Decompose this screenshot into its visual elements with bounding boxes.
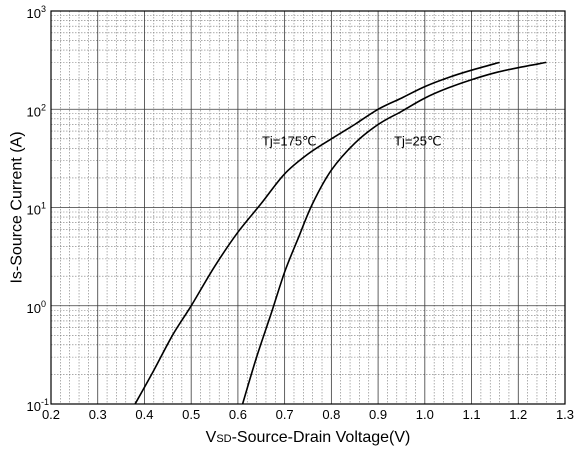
x-axis-label-rest: -Source-Drain Voltage(V) (232, 429, 411, 446)
y-tick-label: 10 (27, 301, 41, 316)
curve-label-2: Tj=25℃ (394, 134, 441, 149)
series-layer (134, 61, 547, 405)
y-tick-label: 10 (27, 203, 41, 218)
x-tick-label: 0.2 (42, 407, 60, 422)
x-tick-label: 0.7 (276, 407, 294, 422)
curve-label-1: Tj=175℃ (262, 134, 317, 149)
x-tick-label: 0.4 (135, 407, 153, 422)
y-tick-exponent: -1 (41, 397, 49, 407)
y-tick-exponent: 0 (41, 299, 46, 309)
x-tick-label: 0.3 (89, 407, 107, 422)
y-tick-exponent: 3 (41, 4, 46, 14)
y-axis-label: Is-Source Current (A) (9, 131, 26, 283)
x-tick-labels: 0.2 0.3 0.4 0.5 0.6 0.7 0.8 0.9 1.0 1.1 1.2 1.3 (42, 407, 574, 422)
x-tick-label: 0.9 (369, 407, 387, 422)
series-line-1 (134, 61, 500, 405)
x-tick-label: 1.3 (556, 407, 574, 422)
series-line-2 (241, 61, 547, 405)
y-tick-label: 10 (27, 6, 41, 21)
x-axis-label: VSD-Source-Drain Voltage(V) (206, 429, 411, 446)
annotation-layer: Tj=175℃ Tj=25℃ (262, 134, 442, 149)
x-tick-label: 0.8 (322, 407, 340, 422)
x-tick-label: 1.1 (463, 407, 481, 422)
x-tick-label: 1.2 (509, 407, 527, 422)
x-tick-label: 1.0 (416, 407, 434, 422)
x-axis-label-sub: SD (216, 433, 231, 445)
x-tick-label: 0.6 (229, 407, 247, 422)
y-tick-exponent: 2 (41, 102, 46, 112)
major-grid (50, 10, 566, 405)
y-tick-label: 10 (27, 399, 41, 414)
y-tick-exponent: 1 (41, 201, 46, 211)
plot-frame (50, 10, 566, 405)
y-tick-label: 10 (27, 104, 41, 119)
x-axis-label-v: V (206, 429, 217, 446)
x-tick-label: 0.5 (182, 407, 200, 422)
